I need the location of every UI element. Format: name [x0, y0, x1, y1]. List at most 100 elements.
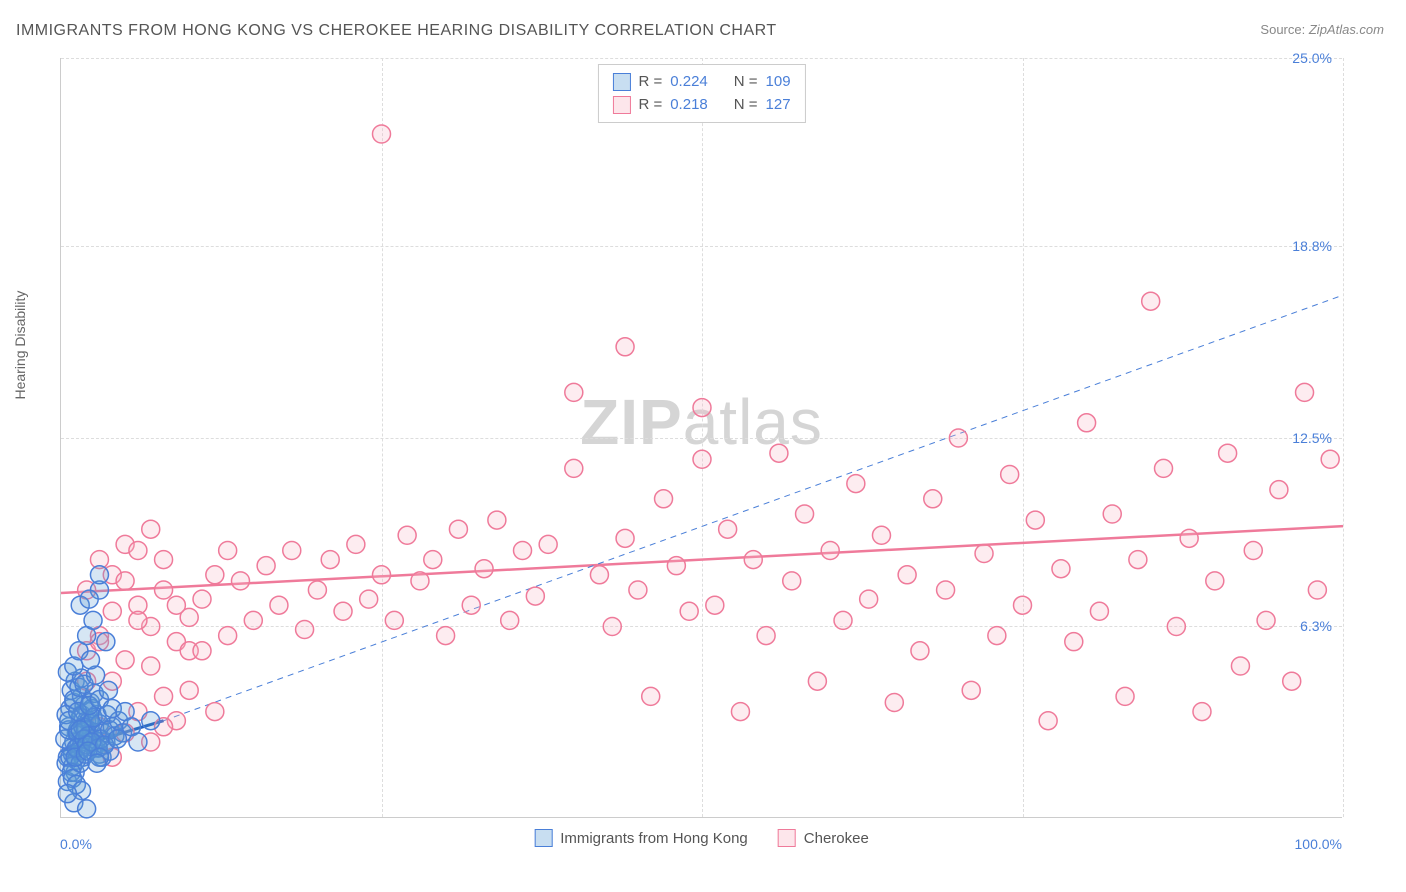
n-value-ch: 127 — [766, 94, 791, 117]
source-attribution: Source: ZipAtlas.com — [1260, 22, 1384, 37]
data-point-cherokee — [1103, 505, 1121, 523]
legend-item-cherokee: Cherokee — [778, 829, 869, 847]
data-point-cherokee — [539, 535, 557, 553]
legend-swatch-cherokee — [612, 96, 630, 114]
data-point-cherokee — [180, 681, 198, 699]
data-point-cherokee — [167, 596, 185, 614]
data-point-hongkong — [84, 611, 102, 629]
data-point-cherokee — [1244, 541, 1262, 559]
data-point-hongkong — [81, 651, 99, 669]
data-point-cherokee — [616, 338, 634, 356]
legend-swatch-cherokee — [778, 829, 796, 847]
data-point-hongkong — [78, 800, 96, 818]
y-axis-label: Hearing Disability — [12, 291, 28, 400]
data-point-cherokee — [206, 566, 224, 584]
data-point-cherokee — [462, 596, 480, 614]
x-tick-label-min: 0.0% — [60, 836, 92, 852]
data-point-cherokee — [385, 611, 403, 629]
data-point-cherokee — [949, 429, 967, 447]
data-point-cherokee — [642, 687, 660, 705]
n-value-hk: 109 — [766, 71, 791, 94]
data-point-hongkong — [97, 633, 115, 651]
data-point-cherokee — [206, 703, 224, 721]
y-tick-label: 18.8% — [1292, 238, 1332, 254]
data-point-cherokee — [321, 551, 339, 569]
chart-title: IMMIGRANTS FROM HONG KONG VS CHEROKEE HE… — [16, 22, 777, 40]
data-point-cherokee — [1078, 414, 1096, 432]
data-point-cherokee — [616, 529, 634, 547]
plot-area: ZIPatlas R = 0.224 N = 109 R = 0.218 N =… — [60, 58, 1342, 818]
data-point-hongkong — [90, 566, 108, 584]
data-point-hongkong — [129, 733, 147, 751]
data-point-cherokee — [437, 627, 455, 645]
data-point-cherokee — [334, 602, 352, 620]
trend-line — [61, 526, 1343, 593]
data-point-cherokee — [719, 520, 737, 538]
x-tick-label-max: 100.0% — [1295, 836, 1342, 852]
data-point-cherokee — [398, 526, 416, 544]
data-point-cherokee — [1142, 292, 1160, 310]
data-point-cherokee — [526, 587, 544, 605]
gridline-v — [1343, 58, 1344, 817]
legend-series: Immigrants from Hong Kong Cherokee — [534, 829, 869, 847]
data-point-cherokee — [231, 572, 249, 590]
data-point-cherokee — [219, 627, 237, 645]
data-point-cherokee — [693, 399, 711, 417]
y-tick-label: 25.0% — [1292, 50, 1332, 66]
legend-stats: R = 0.224 N = 109 R = 0.218 N = 127 — [597, 64, 805, 123]
data-point-cherokee — [155, 581, 173, 599]
r-value-hk: 0.224 — [670, 71, 708, 94]
data-point-cherokee — [193, 590, 211, 608]
data-point-cherokee — [911, 642, 929, 660]
data-point-cherokee — [744, 551, 762, 569]
data-point-cherokee — [565, 383, 583, 401]
data-point-cherokee — [129, 611, 147, 629]
data-point-cherokee — [424, 551, 442, 569]
legend-stats-row-hk: R = 0.224 N = 109 — [612, 71, 790, 94]
data-point-cherokee — [1116, 687, 1134, 705]
data-point-cherokee — [898, 566, 916, 584]
data-point-hongkong — [108, 730, 126, 748]
legend-item-hongkong: Immigrants from Hong Kong — [534, 829, 748, 847]
data-point-hongkong — [88, 754, 106, 772]
data-point-cherokee — [1155, 459, 1173, 477]
data-point-cherokee — [1321, 450, 1339, 468]
r-value-ch: 0.218 — [670, 94, 708, 117]
data-point-cherokee — [1014, 596, 1032, 614]
y-tick-label: 12.5% — [1292, 430, 1332, 446]
data-point-cherokee — [296, 621, 314, 639]
data-point-cherokee — [219, 541, 237, 559]
data-point-hongkong — [99, 681, 117, 699]
data-point-cherokee — [142, 520, 160, 538]
legend-swatch-hongkong — [612, 73, 630, 91]
legend-label-cherokee: Cherokee — [804, 830, 869, 847]
legend-label-hongkong: Immigrants from Hong Kong — [560, 830, 748, 847]
data-point-cherokee — [193, 642, 211, 660]
data-point-cherokee — [834, 611, 852, 629]
data-point-cherokee — [655, 490, 673, 508]
data-point-cherokee — [1296, 383, 1314, 401]
data-point-cherokee — [757, 627, 775, 645]
data-point-cherokee — [1180, 529, 1198, 547]
data-point-cherokee — [1257, 611, 1275, 629]
data-point-cherokee — [629, 581, 647, 599]
data-point-cherokee — [1231, 657, 1249, 675]
data-point-cherokee — [129, 541, 147, 559]
data-point-cherokee — [1052, 560, 1070, 578]
source-value: ZipAtlas.com — [1309, 22, 1384, 37]
data-point-cherokee — [270, 596, 288, 614]
data-point-cherokee — [885, 693, 903, 711]
data-point-cherokee — [155, 551, 173, 569]
data-point-cherokee — [667, 557, 685, 575]
data-point-cherokee — [1090, 602, 1108, 620]
trend-line — [164, 295, 1343, 721]
data-point-cherokee — [1065, 633, 1083, 651]
y-tick-label: 6.3% — [1300, 618, 1332, 634]
data-point-cherokee — [142, 657, 160, 675]
source-label: Source: — [1260, 22, 1305, 37]
scatter-svg — [61, 58, 1342, 817]
r-label: R = — [638, 94, 662, 117]
data-point-cherokee — [988, 627, 1006, 645]
data-point-cherokee — [116, 651, 134, 669]
data-point-cherokee — [731, 703, 749, 721]
